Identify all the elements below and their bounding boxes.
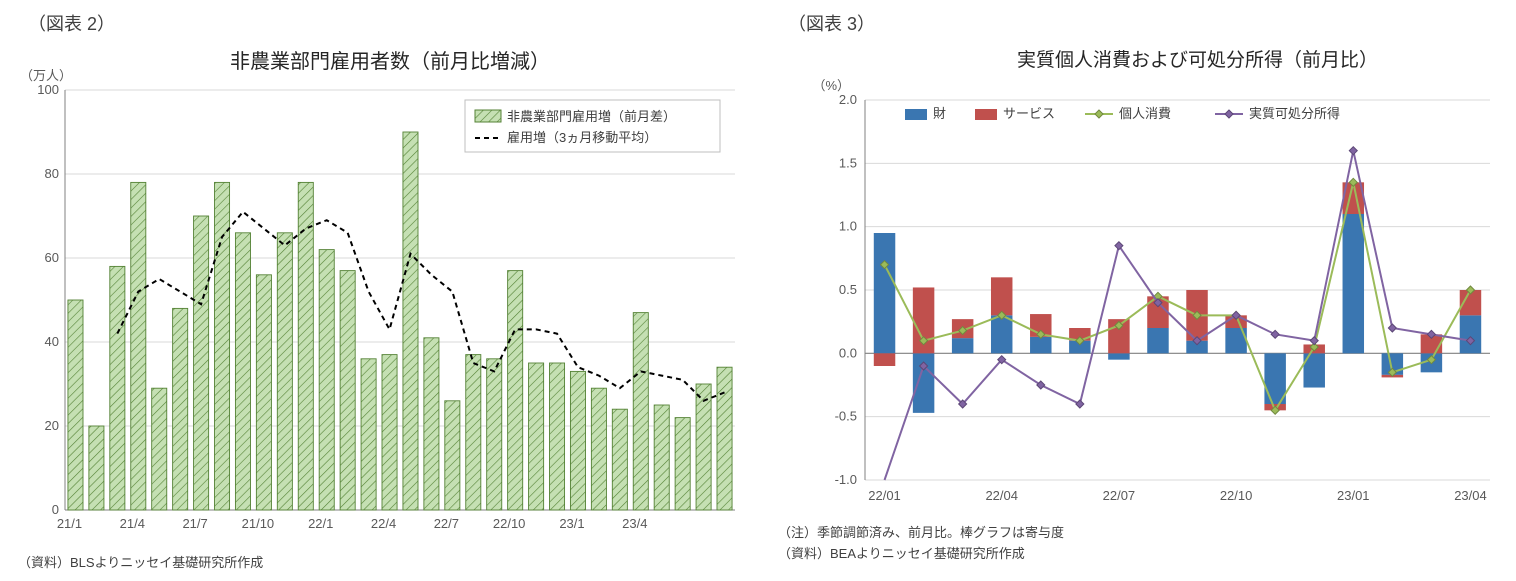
employment-bar bbox=[131, 182, 146, 510]
chart-3-panel: （図表 3） 実質個人消費および可処分所得（前月比） （%） -1.0 -0.5 0.0… bbox=[770, 10, 1510, 571]
svg-text:22/01: 22/01 bbox=[868, 488, 901, 503]
svg-text:非農業部門雇用増（前月差）: 非農業部門雇用増（前月差） bbox=[507, 109, 676, 124]
chart-2-figlabel: （図表 2） bbox=[28, 10, 750, 36]
svg-text:21/1: 21/1 bbox=[57, 516, 82, 531]
svg-text:22/07: 22/07 bbox=[1103, 488, 1136, 503]
dpi-line-marker bbox=[1349, 147, 1357, 155]
employment-bar bbox=[591, 388, 606, 510]
goods-bar bbox=[1030, 337, 1051, 353]
svg-text:（万人）: （万人） bbox=[20, 68, 72, 83]
employment-bar bbox=[675, 418, 690, 510]
goods-bar bbox=[1147, 328, 1168, 353]
svg-text:21/10: 21/10 bbox=[242, 516, 275, 531]
svg-text:実質個人消費および可処分所得（前月比）: 実質個人消費および可処分所得（前月比） bbox=[1017, 49, 1378, 71]
svg-text:80: 80 bbox=[45, 166, 59, 181]
dpi-line-marker bbox=[1388, 324, 1396, 332]
employment-bar bbox=[466, 355, 481, 510]
goods-bar bbox=[1460, 315, 1481, 353]
employment-bar bbox=[173, 308, 188, 510]
chart-3-svg: 実質個人消費および可処分所得（前月比） （%） -1.0 -0.5 0.0 0.5 1.0 1… bbox=[770, 40, 1510, 520]
svg-text:非農業部門雇用者数（前月比増減）: 非農業部門雇用者数（前月比増減） bbox=[230, 50, 550, 73]
goods-bar bbox=[952, 338, 973, 353]
svg-text:40: 40 bbox=[45, 334, 59, 349]
svg-text:22/10: 22/10 bbox=[1220, 488, 1253, 503]
employment-bar bbox=[654, 405, 669, 510]
svg-text:22/4: 22/4 bbox=[371, 516, 396, 531]
svg-text:100: 100 bbox=[37, 82, 59, 97]
svg-text:23/4: 23/4 bbox=[622, 516, 647, 531]
dpi-line bbox=[885, 151, 1471, 480]
svg-text:-1.0: -1.0 bbox=[835, 472, 857, 487]
svg-text:22/7: 22/7 bbox=[434, 516, 459, 531]
svg-text:1.0: 1.0 bbox=[839, 219, 857, 234]
employment-bar bbox=[424, 338, 439, 510]
employment-bar bbox=[361, 359, 376, 510]
svg-text:23/1: 23/1 bbox=[559, 516, 584, 531]
chart-2-svg: 非農業部門雇用者数（前月比増減） （万人） 0 20 40 60 80 100 21/1 21/4… bbox=[10, 40, 750, 550]
services-bar bbox=[874, 353, 895, 366]
svg-text:財: 財 bbox=[933, 106, 946, 121]
employment-bar bbox=[696, 384, 711, 510]
employment-bar bbox=[89, 426, 104, 510]
employment-bar bbox=[717, 367, 732, 510]
employment-bar bbox=[570, 371, 585, 510]
svg-text:22/04: 22/04 bbox=[985, 488, 1018, 503]
employment-bar bbox=[612, 409, 627, 510]
employment-bar bbox=[235, 233, 250, 510]
svg-text:サービス: サービス bbox=[1003, 106, 1055, 121]
svg-text:-0.5: -0.5 bbox=[835, 409, 857, 424]
svg-text:0.0: 0.0 bbox=[839, 345, 857, 360]
employment-bar bbox=[256, 275, 271, 510]
svg-text:2.0: 2.0 bbox=[839, 92, 857, 107]
svg-text:22/10: 22/10 bbox=[493, 516, 526, 531]
employment-bar bbox=[508, 271, 523, 510]
employment-bar bbox=[194, 216, 209, 510]
chart-2-source: （資料）BLSよりニッセイ基礎研究所作成 bbox=[18, 552, 750, 571]
employment-bar bbox=[68, 300, 83, 510]
dpi-line-marker bbox=[1271, 330, 1279, 338]
svg-text:0: 0 bbox=[52, 502, 59, 517]
employment-bar bbox=[319, 250, 334, 510]
chart-3-note: （注）季節調節済み、前月比。棒グラフは寄与度 bbox=[778, 522, 1510, 541]
employment-bar bbox=[152, 388, 167, 510]
goods-bar bbox=[991, 315, 1012, 353]
employment-bar bbox=[298, 182, 313, 510]
svg-text:実質可処分所得: 実質可処分所得 bbox=[1249, 106, 1340, 121]
svg-text:個人消費: 個人消費 bbox=[1119, 106, 1171, 121]
chart-3-figlabel: （図表 3） bbox=[788, 10, 1510, 36]
svg-text:0.5: 0.5 bbox=[839, 282, 857, 297]
svg-text:21/4: 21/4 bbox=[120, 516, 145, 531]
employment-bar bbox=[110, 266, 125, 510]
employment-bar bbox=[445, 401, 460, 510]
services-bar bbox=[991, 277, 1012, 315]
employment-bar bbox=[403, 132, 418, 510]
goods-bar bbox=[1343, 214, 1364, 353]
employment-bar bbox=[549, 363, 564, 510]
employment-bar bbox=[633, 313, 648, 510]
svg-text:60: 60 bbox=[45, 250, 59, 265]
svg-text:（%）: （%） bbox=[812, 78, 850, 93]
employment-bar bbox=[487, 359, 502, 510]
goods-bar bbox=[1108, 353, 1129, 359]
dpi-line-marker bbox=[1076, 400, 1084, 408]
goods-bar bbox=[874, 233, 895, 353]
charts-row: （図表 2） 非農業部門雇用者数（前月比増減） （万人） 0 20 40 60 80 100 2… bbox=[10, 10, 1506, 571]
employment-bar bbox=[277, 233, 292, 510]
svg-text:21/7: 21/7 bbox=[182, 516, 207, 531]
svg-text:20: 20 bbox=[45, 418, 59, 433]
svg-text:23/01: 23/01 bbox=[1337, 488, 1370, 503]
chart-3-source: （資料）BEAよりニッセイ基礎研究所作成 bbox=[778, 543, 1510, 562]
svg-text:23/04: 23/04 bbox=[1454, 488, 1487, 503]
svg-text:雇用増（3ヵ月移動平均）: 雇用増（3ヵ月移動平均） bbox=[507, 130, 657, 145]
employment-bar bbox=[382, 355, 397, 510]
employment-bar bbox=[529, 363, 544, 510]
employment-bar bbox=[340, 271, 355, 510]
svg-text:1.5: 1.5 bbox=[839, 155, 857, 170]
chart-2-panel: （図表 2） 非農業部門雇用者数（前月比増減） （万人） 0 20 40 60 80 100 2… bbox=[10, 10, 750, 571]
svg-text:22/1: 22/1 bbox=[308, 516, 333, 531]
